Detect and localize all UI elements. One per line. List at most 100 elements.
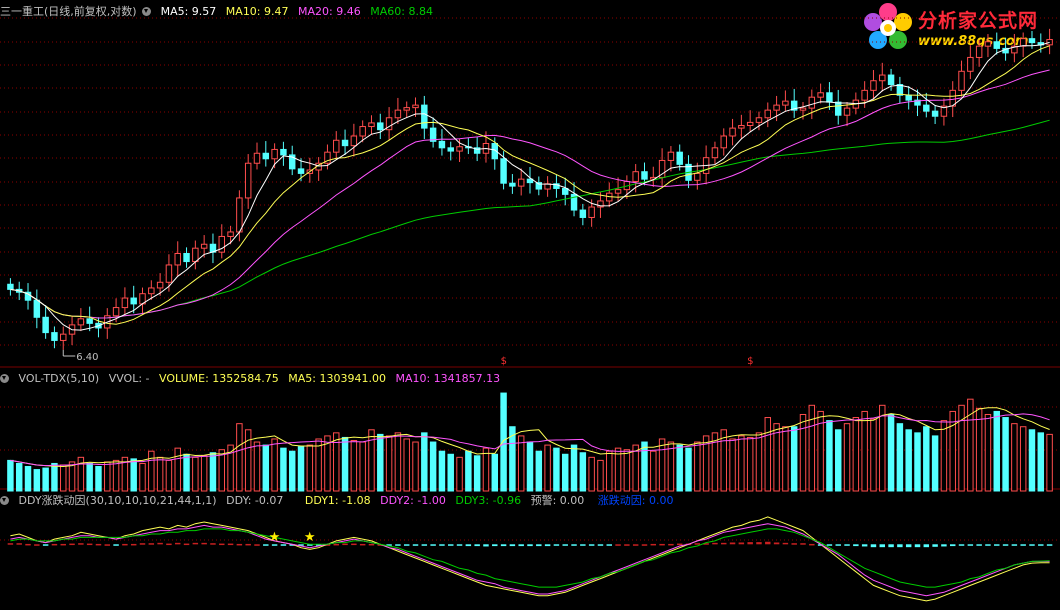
- candle-body: [86, 318, 93, 324]
- ddy-bar: [676, 543, 683, 546]
- volume-bar: [139, 462, 146, 492]
- ddy-bar: [624, 544, 630, 546]
- ma60-legend: MA60: 8.84: [370, 5, 433, 18]
- ddy-bar: [941, 544, 947, 547]
- volume-bar: [923, 426, 930, 492]
- volume-bar: [931, 435, 939, 492]
- volume-bar: [385, 435, 393, 492]
- ddy-bar: [359, 543, 366, 546]
- candle-body: [51, 332, 58, 341]
- ddy-bar: [351, 543, 357, 546]
- volume-bar: [51, 462, 58, 492]
- candle-body: [236, 197, 243, 233]
- volume-bar: [887, 413, 895, 492]
- candle-body: [931, 110, 939, 117]
- ddy-bar: [782, 542, 789, 545]
- star-marker: ★: [304, 530, 316, 545]
- ddy-bar: [791, 543, 797, 545]
- volume-bar: [632, 444, 639, 492]
- volume-bar: [95, 466, 102, 492]
- ddy-bar: [650, 543, 657, 546]
- ddy-bar: [324, 544, 331, 546]
- ddy-bar: [509, 544, 516, 547]
- volume-bar: [597, 459, 604, 492]
- volume-bar: [773, 423, 780, 492]
- candle-body: [1028, 38, 1036, 44]
- ma5-legend: MA5: 9.57: [160, 5, 217, 18]
- candle-body: [77, 318, 85, 326]
- volume-bar: [852, 417, 860, 492]
- ddy-bar: [122, 543, 128, 546]
- volume-bar: [940, 420, 948, 492]
- volume-bar: [253, 441, 261, 492]
- volume-bar: [535, 450, 543, 492]
- volume-bar: [288, 450, 296, 492]
- candle-body: [808, 96, 816, 109]
- volume-bar: [315, 438, 322, 492]
- volume-bar: [667, 441, 675, 492]
- volume-bar: [77, 456, 85, 492]
- ddy-bar: [712, 542, 718, 545]
- low-price-label: 6.40: [76, 352, 98, 363]
- volume-bar: [544, 444, 551, 492]
- ddy-bar: [835, 544, 841, 546]
- volume-bar: [368, 429, 375, 492]
- ddy-bar: [1029, 544, 1035, 546]
- volume-bar: [341, 436, 349, 492]
- volume-bar: [870, 418, 877, 492]
- ddy-bar: [315, 544, 322, 546]
- candle-body: [429, 127, 437, 142]
- ddy-bar: [7, 543, 14, 545]
- ddy-bar: [994, 544, 1000, 546]
- ddy-bar: [104, 544, 111, 546]
- vvol-legend: VVOL: -: [108, 372, 150, 385]
- ddy-bar: [377, 544, 384, 546]
- ddy-bar: [483, 544, 489, 547]
- volume-bar: [614, 447, 622, 492]
- ddy-bar: [368, 543, 375, 546]
- candle-body: [60, 333, 67, 341]
- candle-body: [438, 140, 446, 149]
- candle-body: [614, 189, 622, 194]
- ddy-indicator-name: DDY涨跌动因(30,10,10,10,21,44,1,1): [18, 494, 217, 507]
- candle-body: [491, 142, 499, 160]
- ddy-bar: [236, 543, 243, 546]
- volume-bar: [658, 438, 666, 492]
- ddy-bar: [615, 544, 621, 546]
- candle-body: [112, 307, 120, 317]
- volume-bar: [200, 455, 208, 492]
- volume-bar: [896, 423, 904, 492]
- volume-bar: [606, 450, 613, 492]
- volume-bar: [456, 456, 463, 492]
- volume-bar: [993, 410, 1000, 492]
- ddy-bar: [826, 544, 833, 546]
- ddy-bar: [130, 543, 137, 546]
- volume-bar: [104, 461, 111, 492]
- dropdown-icon[interactable]: [0, 374, 9, 383]
- candle-body: [421, 104, 428, 129]
- volume-bar: [324, 435, 331, 492]
- candle-body: [667, 151, 675, 161]
- ddy-bar: [632, 544, 639, 546]
- ddy-bar: [474, 544, 480, 547]
- volume-bar: [676, 444, 683, 492]
- candle-body: [641, 171, 648, 180]
- ddy-bar: [210, 543, 216, 545]
- candle-body: [403, 107, 410, 111]
- ddy-bar: [95, 543, 102, 546]
- ma5-line: [10, 41, 1050, 331]
- ddy-bar: [219, 543, 225, 546]
- volume-bar: [500, 392, 507, 492]
- volume-bar: [271, 438, 278, 492]
- dropdown-icon[interactable]: [0, 496, 9, 505]
- candle-body: [509, 182, 516, 187]
- dropdown-icon[interactable]: [142, 7, 152, 16]
- candle-body: [262, 152, 270, 160]
- candle-body: [394, 109, 402, 119]
- ddy-bar: [192, 542, 199, 545]
- candle-body: [333, 139, 340, 153]
- volume-bar: [473, 455, 481, 492]
- ddy-bar: [60, 543, 66, 546]
- volume-bar: [262, 444, 270, 492]
